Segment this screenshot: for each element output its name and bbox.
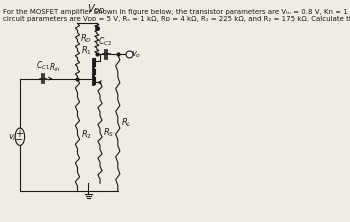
Text: $C_{C2}$: $C_{C2}$ (98, 35, 112, 48)
Text: −: − (15, 135, 23, 145)
Text: $R_D$: $R_D$ (79, 33, 92, 45)
Text: $R_S$: $R_S$ (103, 127, 114, 139)
Text: $R_1$: $R_1$ (80, 45, 92, 57)
Text: $v_i$: $v_i$ (8, 133, 16, 143)
Text: $V_{DD}$: $V_{DD}$ (88, 2, 106, 16)
Text: $R_2$: $R_2$ (80, 129, 92, 141)
Text: $R_L$: $R_L$ (121, 116, 132, 129)
Text: $v_o$: $v_o$ (131, 49, 142, 59)
Text: circuit parameters are Vᴅᴅ = 5 V, Rₛ = 1 kΩ, Rᴅ = 4 kΩ, R₁ = 225 kΩ, and R₂ = 17: circuit parameters are Vᴅᴅ = 5 V, Rₛ = 1… (2, 16, 350, 22)
Text: +: + (15, 129, 23, 139)
Text: $C_{C1}$: $C_{C1}$ (36, 59, 50, 72)
Text: For the MOSFET amplifier Shown in figure below, the transistor parameters are Vₜ: For the MOSFET amplifier Shown in figure… (2, 8, 350, 15)
Text: $R_{in}$: $R_{in}$ (49, 61, 61, 74)
